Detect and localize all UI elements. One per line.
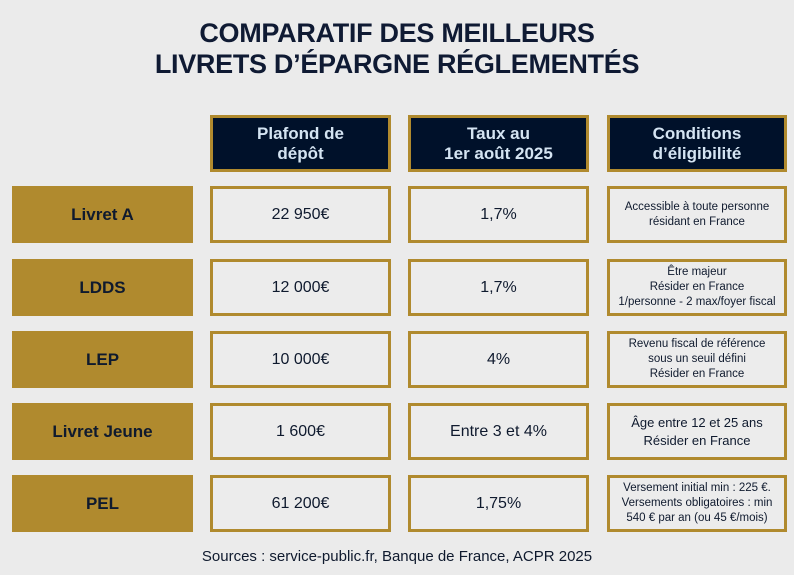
cell-text: Entre 3 et 4%	[450, 422, 547, 440]
plafond-cell: 61 200€	[210, 475, 391, 532]
cell-text: Conditions	[652, 123, 742, 143]
cell-text: sous un seuil défini	[648, 353, 746, 365]
cell-text: LEP	[85, 349, 120, 369]
cell-text: 12 000€	[271, 278, 330, 296]
cell-text: Taux au	[467, 123, 530, 143]
conditions-cell: Accessible à toute personne résidant en F…	[607, 186, 787, 243]
taux-cell: Entre 3 et 4%	[408, 403, 589, 460]
cell-text: dépôt	[277, 143, 324, 163]
cell-text: d’éligibilité	[652, 143, 742, 163]
row-label: Livret Jeune	[12, 403, 193, 460]
cell-text: PEL	[85, 493, 120, 513]
cell-text: 1/personne - 2 max/foyer fiscal	[618, 296, 776, 308]
cell-text: 61 200€	[271, 494, 330, 512]
row-label: LEP	[12, 331, 193, 388]
cell-text: Livret Jeune	[52, 421, 153, 441]
cell-text: Accessible à toute personne	[624, 200, 770, 213]
cell-text: 1,7%	[480, 205, 517, 223]
row-label: LDDS	[12, 259, 193, 316]
cell-text: Plafond de	[257, 123, 344, 143]
taux-cell: 1,75%	[408, 475, 589, 532]
cell-text: Livret A	[71, 204, 134, 224]
cell-text: Âge entre 12 et 25 ans	[631, 414, 763, 430]
column-header: Taux au 1er août 2025	[408, 115, 589, 172]
cell-text: 22 950€	[271, 205, 330, 223]
conditions-cell: Être majeur Résider en France 1/personne -…	[607, 259, 787, 316]
sources-note: Sources : service-public.fr, Banque de F…	[201, 548, 593, 565]
cell-text: 1er août 2025	[444, 143, 553, 163]
plafond-cell: 12 000€	[210, 259, 391, 316]
cell-text: résidant en France	[649, 215, 745, 228]
conditions-cell: Revenu fiscal de référence sous un seuil …	[607, 331, 787, 388]
cell-text: Versement initial min : 225 €.	[623, 482, 771, 494]
taux-cell: 1,7%	[408, 259, 589, 316]
cell-text: Versements obligatoires : min	[621, 497, 773, 509]
cell-text: 1 600€	[276, 422, 325, 440]
conditions-cell: Versement initial min : 225 €. Versements…	[607, 475, 787, 532]
cell-text: Résider en France	[649, 368, 745, 380]
conditions-cell: Âge entre 12 et 25 ans Résider en France	[607, 403, 787, 460]
cell-text: 4%	[486, 350, 511, 368]
cell-text: 10 000€	[271, 350, 330, 368]
column-header: Conditions d’éligibilité	[607, 115, 787, 172]
page-title: COMPARATIF DES MEILLEURS LIVRETS D’ÉPARG…	[154, 18, 640, 79]
column-header: Plafond de dépôt	[210, 115, 391, 172]
taux-cell: 4%	[408, 331, 589, 388]
row-label: Livret A	[12, 186, 193, 243]
taux-cell: 1,7%	[408, 186, 589, 243]
row-label: PEL	[12, 475, 193, 532]
cell-text: Résider en France	[649, 281, 745, 293]
cell-text: Résider en France	[643, 432, 751, 448]
cell-text: 1,75%	[475, 494, 522, 512]
cell-text: LDDS	[79, 277, 126, 297]
plafond-cell: 1 600€	[210, 403, 391, 460]
cell-text: 1,7%	[480, 278, 517, 296]
plafond-cell: 10 000€	[210, 331, 391, 388]
cell-text: Être majeur	[667, 266, 727, 278]
cell-text: 540 € par an (ou 45 €/mois)	[626, 512, 768, 524]
cell-text: Revenu fiscal de référence	[628, 338, 766, 350]
plafond-cell: 22 950€	[210, 186, 391, 243]
